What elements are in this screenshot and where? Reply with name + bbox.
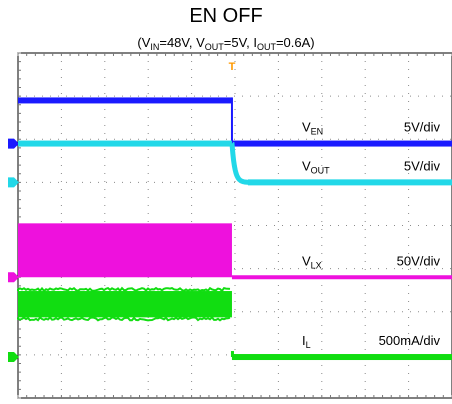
trace-il-ripple-top [17, 286, 231, 293]
trace-vout-before [18, 140, 232, 147]
series-scale-vlx: 50V/div [397, 253, 441, 268]
series-scale-il: 500mA/div [379, 333, 441, 348]
iout-sub: OUT [256, 42, 276, 52]
channel-marker-vlx [8, 272, 19, 283]
vout-sub: OUT [204, 42, 224, 52]
vout-label: V [196, 35, 205, 50]
trigger-marker: T [229, 61, 236, 73]
channel-marker-vout [8, 177, 19, 188]
channel-marker-il [8, 352, 19, 363]
channel-marker-ven [8, 138, 19, 149]
series-label-ven: VEN [302, 120, 323, 137]
trace-vout-decay [229, 141, 248, 185]
trace-ven-after [231, 140, 452, 147]
trace-il-edge [230, 351, 234, 358]
series-scale-ven: 5V/div [404, 120, 441, 135]
trace-ven-before [18, 97, 232, 104]
trace-ven-edge [230, 97, 233, 147]
trace-vlx-switching [18, 223, 232, 278]
series-label-vout: VOUT [302, 158, 330, 175]
chart-title: EN OFF [189, 5, 263, 27]
iout-label: I [253, 35, 257, 50]
series-scale-vout: 5V/div [404, 158, 441, 173]
series-label-vlx: VLX [302, 253, 322, 270]
iout-value: =0.6A [275, 35, 311, 50]
trace-il-ripple-bottom [17, 315, 231, 322]
trace-il-after [231, 354, 452, 361]
vin-label: V [141, 35, 151, 50]
trace-il-ripple [18, 291, 232, 318]
trace-vout-after [247, 179, 452, 186]
trace-vlx-after [231, 275, 452, 280]
series-label-il: IL [302, 333, 311, 350]
vin-sub: IN [150, 42, 160, 52]
vout-value: =5V, [223, 35, 254, 50]
chart-subtitle: (VIN=48V, VOUT=5V, IOUT=0.6A) [137, 35, 315, 52]
vin-value: =48V, [159, 35, 197, 50]
